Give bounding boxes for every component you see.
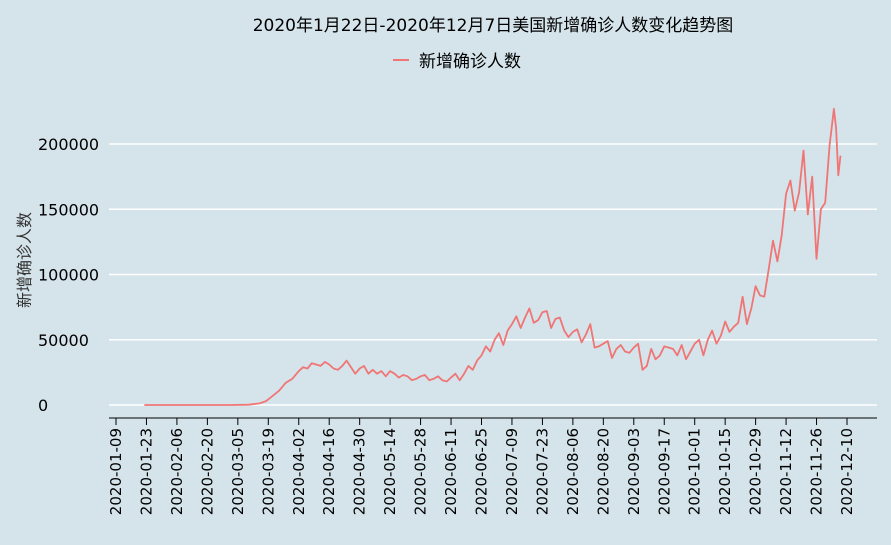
x-tick-label: 2020-11-26 bbox=[808, 428, 826, 515]
x-tick-label: 2020-06-11 bbox=[442, 428, 460, 515]
x-tick-label: 2020-10-15 bbox=[716, 428, 734, 515]
x-tick-label: 2020-04-30 bbox=[351, 428, 369, 515]
y-axis-label: 新增确诊人数 bbox=[15, 212, 34, 308]
x-tick-label: 2020-02-06 bbox=[168, 428, 186, 515]
gridlines bbox=[109, 143, 877, 406]
chart-title: 2020年1月22日-2020年12月7日美国新增确诊人数变化趋势图 bbox=[253, 16, 734, 36]
x-tick-label: 2020-05-14 bbox=[381, 428, 399, 515]
legend: 新增确诊人数 bbox=[393, 52, 521, 72]
y-tick-label: 150000 bbox=[38, 200, 99, 219]
x-tick-label: 2020-04-02 bbox=[290, 428, 308, 515]
y-tick-label: 50000 bbox=[38, 331, 89, 350]
y-tick-label: 100000 bbox=[38, 266, 99, 285]
x-tick-label: 2020-02-20 bbox=[198, 428, 216, 515]
x-tick-label: 2020-04-16 bbox=[320, 428, 338, 515]
x-tick-label: 2020-06-25 bbox=[473, 428, 491, 515]
y-tick-label: 200000 bbox=[38, 135, 99, 154]
legend-label: 新增确诊人数 bbox=[419, 52, 521, 72]
x-tick-label: 2020-11-12 bbox=[777, 428, 795, 515]
x-tick-label: 2020-08-06 bbox=[564, 428, 582, 515]
x-tick-label: 2020-07-23 bbox=[533, 428, 551, 515]
x-tick-label: 2020-10-01 bbox=[686, 428, 704, 515]
x-tick-label: 2020-03-19 bbox=[259, 428, 277, 515]
x-tick-label: 2020-01-23 bbox=[137, 428, 155, 515]
series-line-new-cases bbox=[144, 107, 842, 406]
x-tick-label: 2020-09-17 bbox=[655, 428, 673, 515]
y-tick-labels: 0 50000 100000 150000 200000 bbox=[38, 135, 99, 415]
x-tick-label: 2020-10-29 bbox=[747, 428, 765, 515]
x-tick-labels: 2020-01-09 2020-01-23 2020-02-06 2020-02-20… bbox=[107, 418, 856, 515]
x-tick-label: 2020-08-20 bbox=[594, 428, 612, 515]
x-tick-label: 2020-05-28 bbox=[412, 428, 430, 515]
x-tick-label: 2020-09-03 bbox=[625, 428, 643, 515]
x-tick-label: 2020-12-10 bbox=[838, 428, 856, 515]
y-tick-label: 0 bbox=[38, 396, 48, 415]
x-tick-label: 2020-07-09 bbox=[503, 428, 521, 515]
x-tick-label: 2020-01-09 bbox=[107, 428, 125, 515]
x-tick-label: 2020-03-05 bbox=[229, 428, 247, 515]
